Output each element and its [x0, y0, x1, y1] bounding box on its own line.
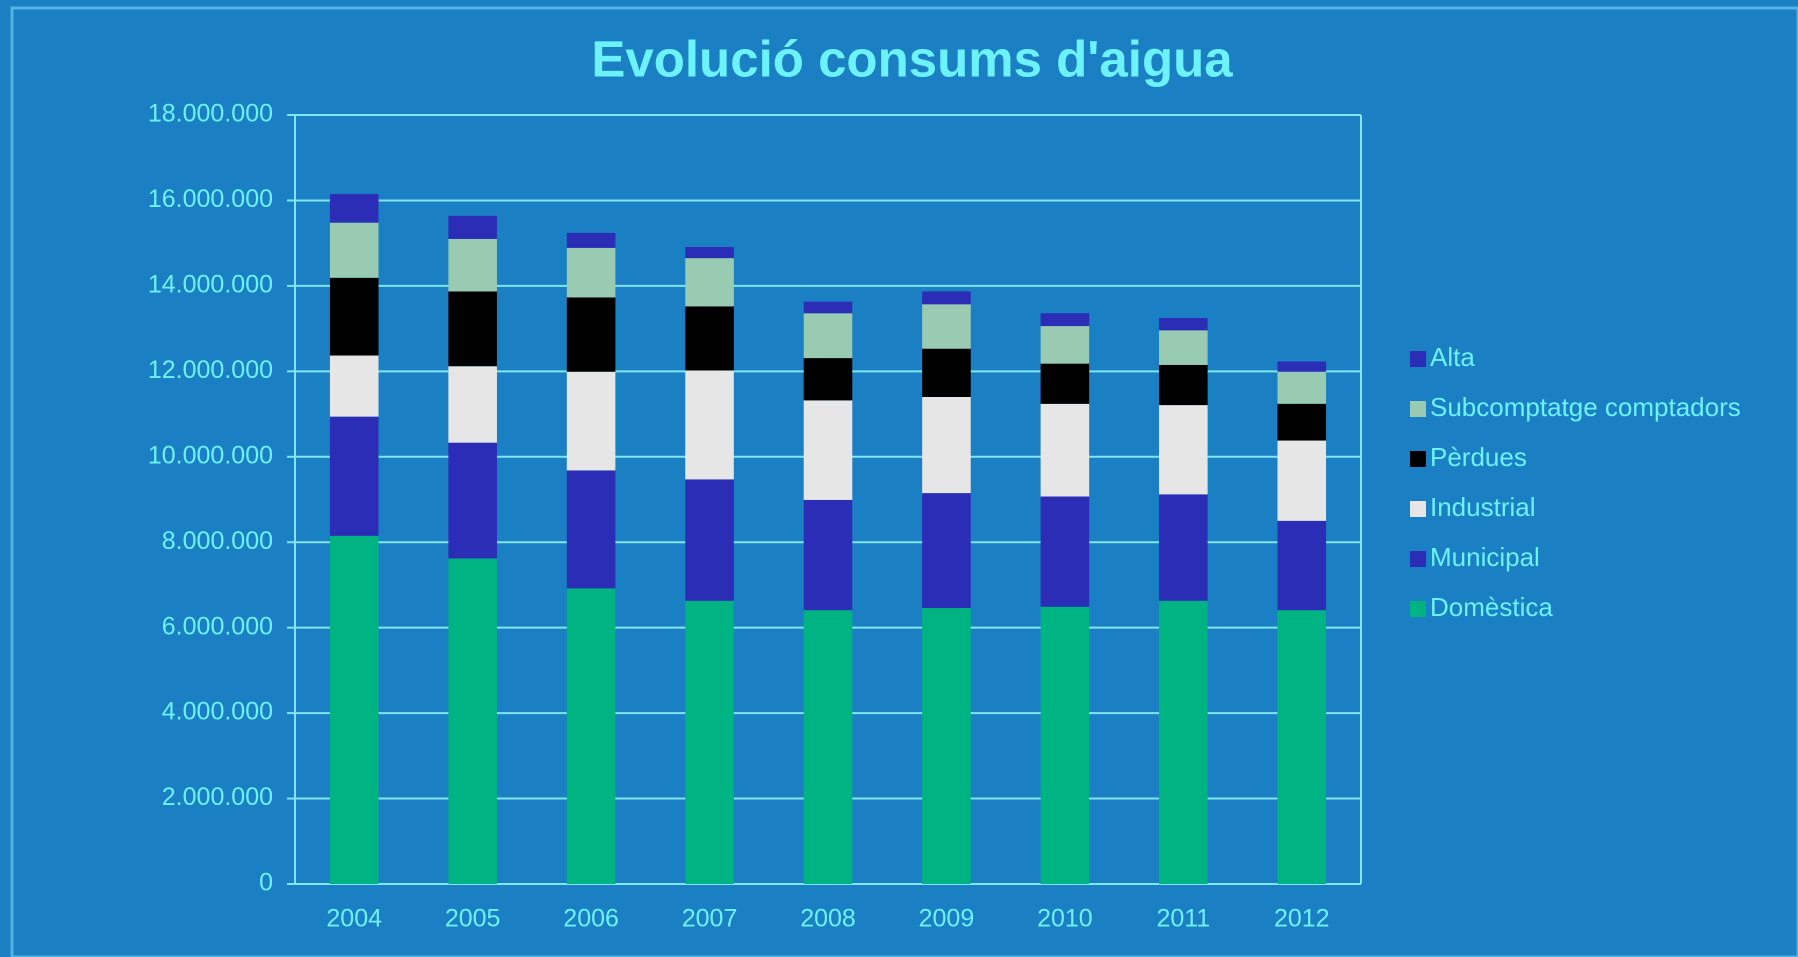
bar-segment	[1159, 330, 1208, 365]
y-tick-label: 12.000.000	[148, 356, 273, 384]
bar-segment	[803, 313, 853, 359]
frame	[10, 6, 1798, 957]
x-tick-label: 2010	[1037, 905, 1093, 933]
bar-segment	[448, 238, 497, 292]
bar-segment	[922, 608, 971, 884]
y-tick-label: 2.000.000	[162, 783, 273, 811]
bar-segment	[803, 301, 853, 314]
legend-label: Industrial	[1430, 492, 1536, 522]
y-tick-label: 4.000.000	[162, 698, 273, 726]
y-tick-label: 16.000.000	[148, 185, 273, 213]
bar-segment	[685, 306, 734, 371]
bar-segment	[329, 222, 379, 278]
bar-segment	[566, 371, 616, 471]
x-tick-label: 2004	[326, 905, 382, 933]
bar-segment	[448, 291, 497, 367]
chart-title: Evolució consums d'aigua	[591, 30, 1233, 87]
bar-segment	[1277, 610, 1327, 884]
x-tick-label: 2008	[800, 905, 856, 933]
x-tick-label: 2012	[1274, 905, 1330, 933]
bar-segment	[1277, 440, 1327, 521]
bar-segment	[448, 366, 497, 443]
bar-segment	[1040, 313, 1090, 327]
bar-segment	[1040, 326, 1090, 364]
legend-swatch	[1410, 451, 1426, 467]
bar-segment	[1159, 317, 1208, 331]
bar-segment	[922, 304, 971, 349]
bar-segment	[685, 479, 734, 601]
bar-segment	[803, 610, 853, 884]
bar-segment	[685, 247, 734, 259]
legend-swatch	[1410, 501, 1426, 517]
bar-segment	[1040, 403, 1090, 497]
y-tick-label: 14.000.000	[148, 270, 273, 298]
x-tick-label: 2006	[563, 905, 619, 933]
bar-segment	[1040, 606, 1090, 884]
legend-swatch	[1410, 351, 1426, 367]
x-tick-label: 2007	[682, 905, 738, 933]
bar-segment	[922, 493, 971, 609]
bar-segment	[566, 588, 616, 884]
bar-segment	[922, 291, 971, 305]
bar-segment	[1159, 494, 1208, 601]
bar-segment	[1159, 405, 1208, 495]
y-tick-label: 10.000.000	[148, 441, 273, 469]
bar-segment	[448, 442, 497, 559]
bar-segment	[329, 277, 379, 356]
bar-segment	[1159, 364, 1208, 406]
legend-label: Pèrdues	[1430, 442, 1527, 472]
bar-segment	[1040, 363, 1090, 404]
bar-segment	[329, 355, 379, 417]
legend-label: Municipal	[1430, 542, 1540, 572]
bar-segment	[803, 400, 853, 500]
bar-segment	[803, 358, 853, 401]
legend-swatch	[1410, 551, 1426, 567]
bar-segment	[329, 194, 379, 223]
bar-segment	[1040, 496, 1090, 607]
bar-segment	[1277, 403, 1327, 441]
y-tick-label: 8.000.000	[162, 527, 273, 555]
bar-segment	[329, 535, 379, 884]
bar-segment	[566, 247, 616, 298]
legend-label: Subcomptatge comptadors	[1430, 392, 1741, 422]
legend-swatch	[1410, 601, 1426, 617]
bar-segment	[1277, 520, 1327, 611]
y-tick-label: 0	[259, 869, 273, 897]
bar-segment	[922, 396, 971, 494]
legend-swatch	[1410, 401, 1426, 417]
bar-segment	[1277, 371, 1327, 404]
bar-segment	[803, 499, 853, 611]
y-tick-label: 18.000.000	[148, 100, 273, 128]
x-tick-label: 2005	[445, 905, 501, 933]
bar-segment	[685, 600, 734, 884]
x-tick-label: 2009	[919, 905, 975, 933]
y-tick-label: 6.000.000	[162, 612, 273, 640]
bar-segment	[1159, 600, 1208, 884]
bar-segment	[329, 416, 379, 536]
bar-segment	[685, 370, 734, 480]
bar-segment	[1277, 361, 1327, 372]
bar-segment	[922, 348, 971, 397]
bar-segment	[566, 470, 616, 589]
bar-segment	[448, 215, 497, 239]
bar-segment	[566, 297, 616, 372]
legend-label: Alta	[1430, 342, 1475, 372]
bar-segment	[566, 232, 616, 248]
x-tick-label: 2011	[1156, 905, 1210, 933]
bar-segment	[448, 558, 497, 884]
bar-segment	[685, 258, 734, 307]
legend-label: Domèstica	[1430, 592, 1553, 622]
